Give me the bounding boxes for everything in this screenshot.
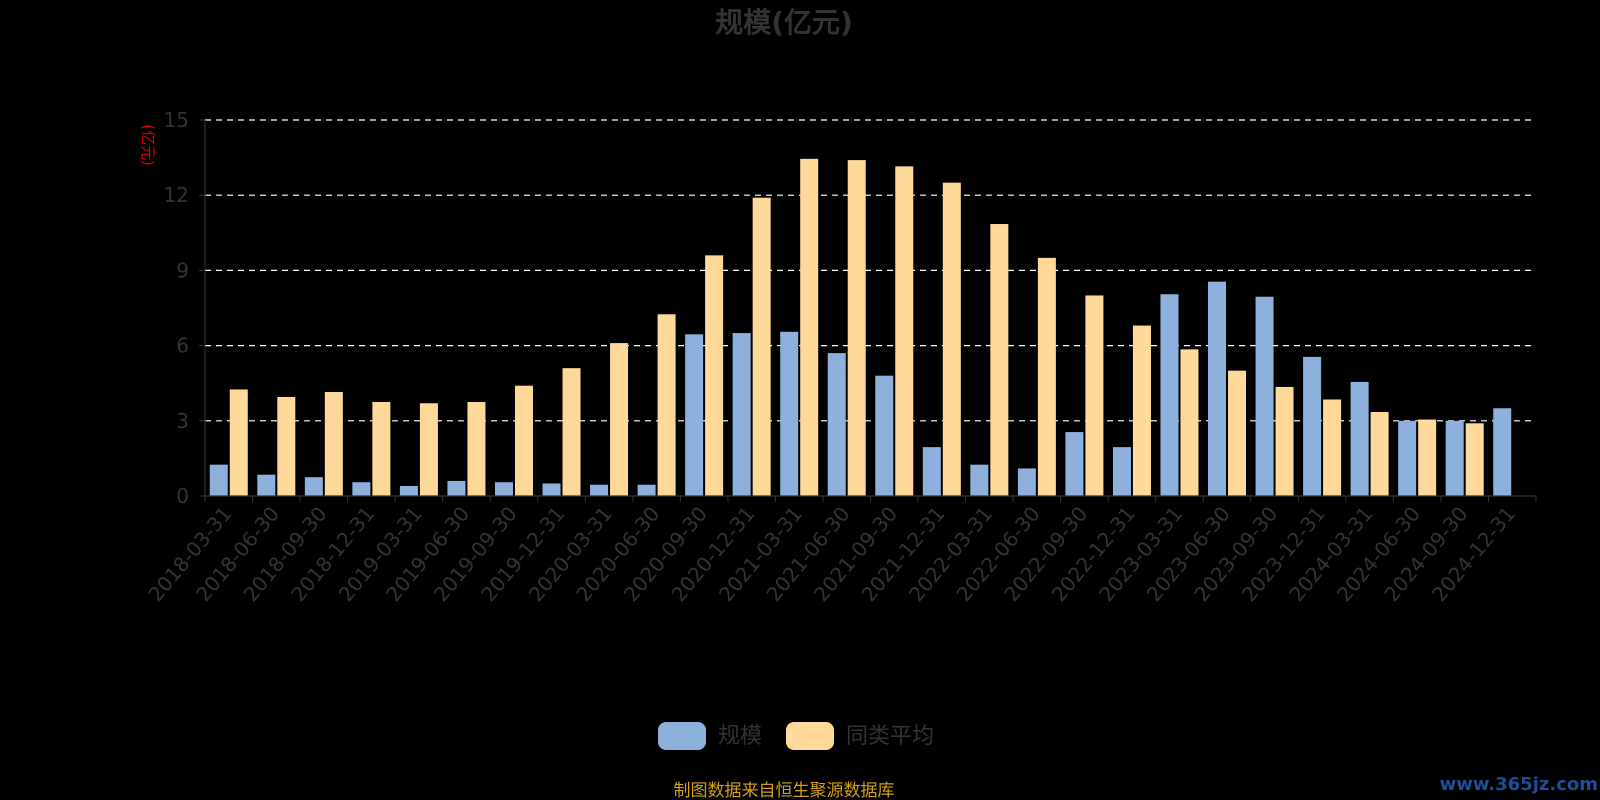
bar-peer-avg-2019-03-31[interactable] (419, 403, 438, 496)
bar-scale-2020-03-31[interactable] (590, 484, 609, 496)
bar-scale-2020-12-31[interactable] (732, 333, 751, 496)
legend-label-1[interactable]: 同类平均 (846, 724, 934, 749)
bar-peer-avg-2018-03-31[interactable] (229, 389, 248, 496)
bar-scale-2023-09-30[interactable] (1255, 296, 1274, 496)
bar-scale-2022-09-30[interactable] (1065, 432, 1084, 496)
bar-peer-avg-2021-06-30[interactable] (847, 160, 866, 496)
bar-peer-avg-2018-12-31[interactable] (372, 402, 391, 496)
bar-peer-avg-2021-12-31[interactable] (942, 182, 961, 496)
legend[interactable]: 规模 同类平均 (658, 722, 934, 750)
legend-label-0[interactable]: 规模 (718, 724, 762, 749)
bar-scale-2019-06-30[interactable] (447, 480, 466, 496)
bar-peer-avg-2023-09-30[interactable] (1275, 386, 1294, 496)
y-tick-label-5: 15 (164, 108, 189, 132)
bar-scale-2024-09-30[interactable] (1445, 420, 1464, 496)
bar-peer-avg-2020-03-31[interactable] (610, 343, 629, 496)
y-tick-label-3: 9 (176, 258, 189, 282)
bar-scale-2024-06-30[interactable] (1398, 420, 1417, 496)
legend-swatch-1[interactable] (786, 722, 834, 750)
gridlines (205, 119, 1536, 422)
bar-peer-avg-2022-09-30[interactable] (1085, 295, 1104, 496)
bar-scale-2021-06-30[interactable] (827, 353, 846, 496)
legend-swatch-0[interactable] (658, 722, 706, 750)
bar-scale-2018-03-31[interactable] (209, 464, 228, 496)
bar-scale-2021-09-30[interactable] (875, 375, 894, 496)
y-axis-label: (亿元) (139, 124, 157, 166)
bar-peer-avg-2018-09-30[interactable] (324, 391, 343, 496)
bar-scale-2019-03-31[interactable] (399, 485, 418, 496)
bar-peer-avg-2024-06-30[interactable] (1418, 419, 1437, 496)
chart-title: 规模(亿元) (715, 6, 853, 39)
bars (209, 158, 1512, 496)
bar-peer-avg-2022-06-30[interactable] (1037, 257, 1056, 496)
bar-scale-2021-12-31[interactable] (922, 447, 941, 496)
bar-scale-2018-12-31[interactable] (352, 482, 371, 496)
bar-scale-2022-12-31[interactable] (1112, 447, 1131, 496)
bar-peer-avg-2018-06-30[interactable] (277, 396, 296, 496)
y-tick-label-1: 3 (176, 409, 189, 433)
bar-peer-avg-2024-09-30[interactable] (1465, 423, 1484, 496)
bar-scale-2020-06-30[interactable] (637, 484, 656, 496)
bar-scale-2019-12-31[interactable] (542, 483, 561, 496)
bar-peer-avg-2022-03-31[interactable] (990, 224, 1009, 496)
bar-peer-avg-2021-03-31[interactable] (800, 158, 819, 496)
bar-scale-2024-03-31[interactable] (1350, 381, 1369, 496)
bar-peer-avg-2023-03-31[interactable] (1180, 349, 1199, 496)
bar-scale-2018-06-30[interactable] (257, 474, 276, 496)
bar-peer-avg-2019-06-30[interactable] (467, 402, 486, 496)
bar-peer-avg-2023-06-30[interactable] (1228, 370, 1247, 496)
data-source-note: 制图数据来自恒生聚源数据库 (674, 781, 895, 800)
bar-peer-avg-2020-12-31[interactable] (752, 197, 771, 496)
watermark-text: www.365jz.com (1440, 774, 1598, 795)
bar-scale-2022-03-31[interactable] (970, 464, 989, 496)
bar-peer-avg-2021-09-30[interactable] (895, 166, 914, 496)
bar-scale-2023-03-31[interactable] (1160, 294, 1179, 496)
bar-peer-avg-2023-12-31[interactable] (1323, 399, 1342, 496)
bar-scale-2024-12-31[interactable] (1493, 408, 1512, 496)
bar-scale-2023-12-31[interactable] (1303, 356, 1322, 496)
bar-peer-avg-2019-09-30[interactable] (514, 385, 533, 496)
bar-scale-2023-06-30[interactable] (1208, 281, 1227, 496)
y-tick-label-2: 6 (176, 334, 189, 358)
bar-peer-avg-2020-09-30[interactable] (705, 255, 724, 496)
y-tick-label-4: 12 (164, 183, 189, 207)
bar-peer-avg-2020-06-30[interactable] (657, 314, 676, 496)
bar-scale-2021-03-31[interactable] (780, 331, 799, 496)
bar-peer-avg-2022-12-31[interactable] (1132, 325, 1151, 496)
bar-peer-avg-2024-03-31[interactable] (1370, 412, 1389, 496)
bar-peer-avg-2019-12-31[interactable] (562, 368, 581, 496)
bar-scale-2020-09-30[interactable] (685, 334, 704, 496)
bar-scale-2022-06-30[interactable] (1017, 468, 1036, 496)
bar-scale-2018-09-30[interactable] (304, 477, 323, 496)
bar-scale-2019-09-30[interactable] (494, 482, 513, 496)
y-tick-label-0: 0 (176, 484, 189, 508)
